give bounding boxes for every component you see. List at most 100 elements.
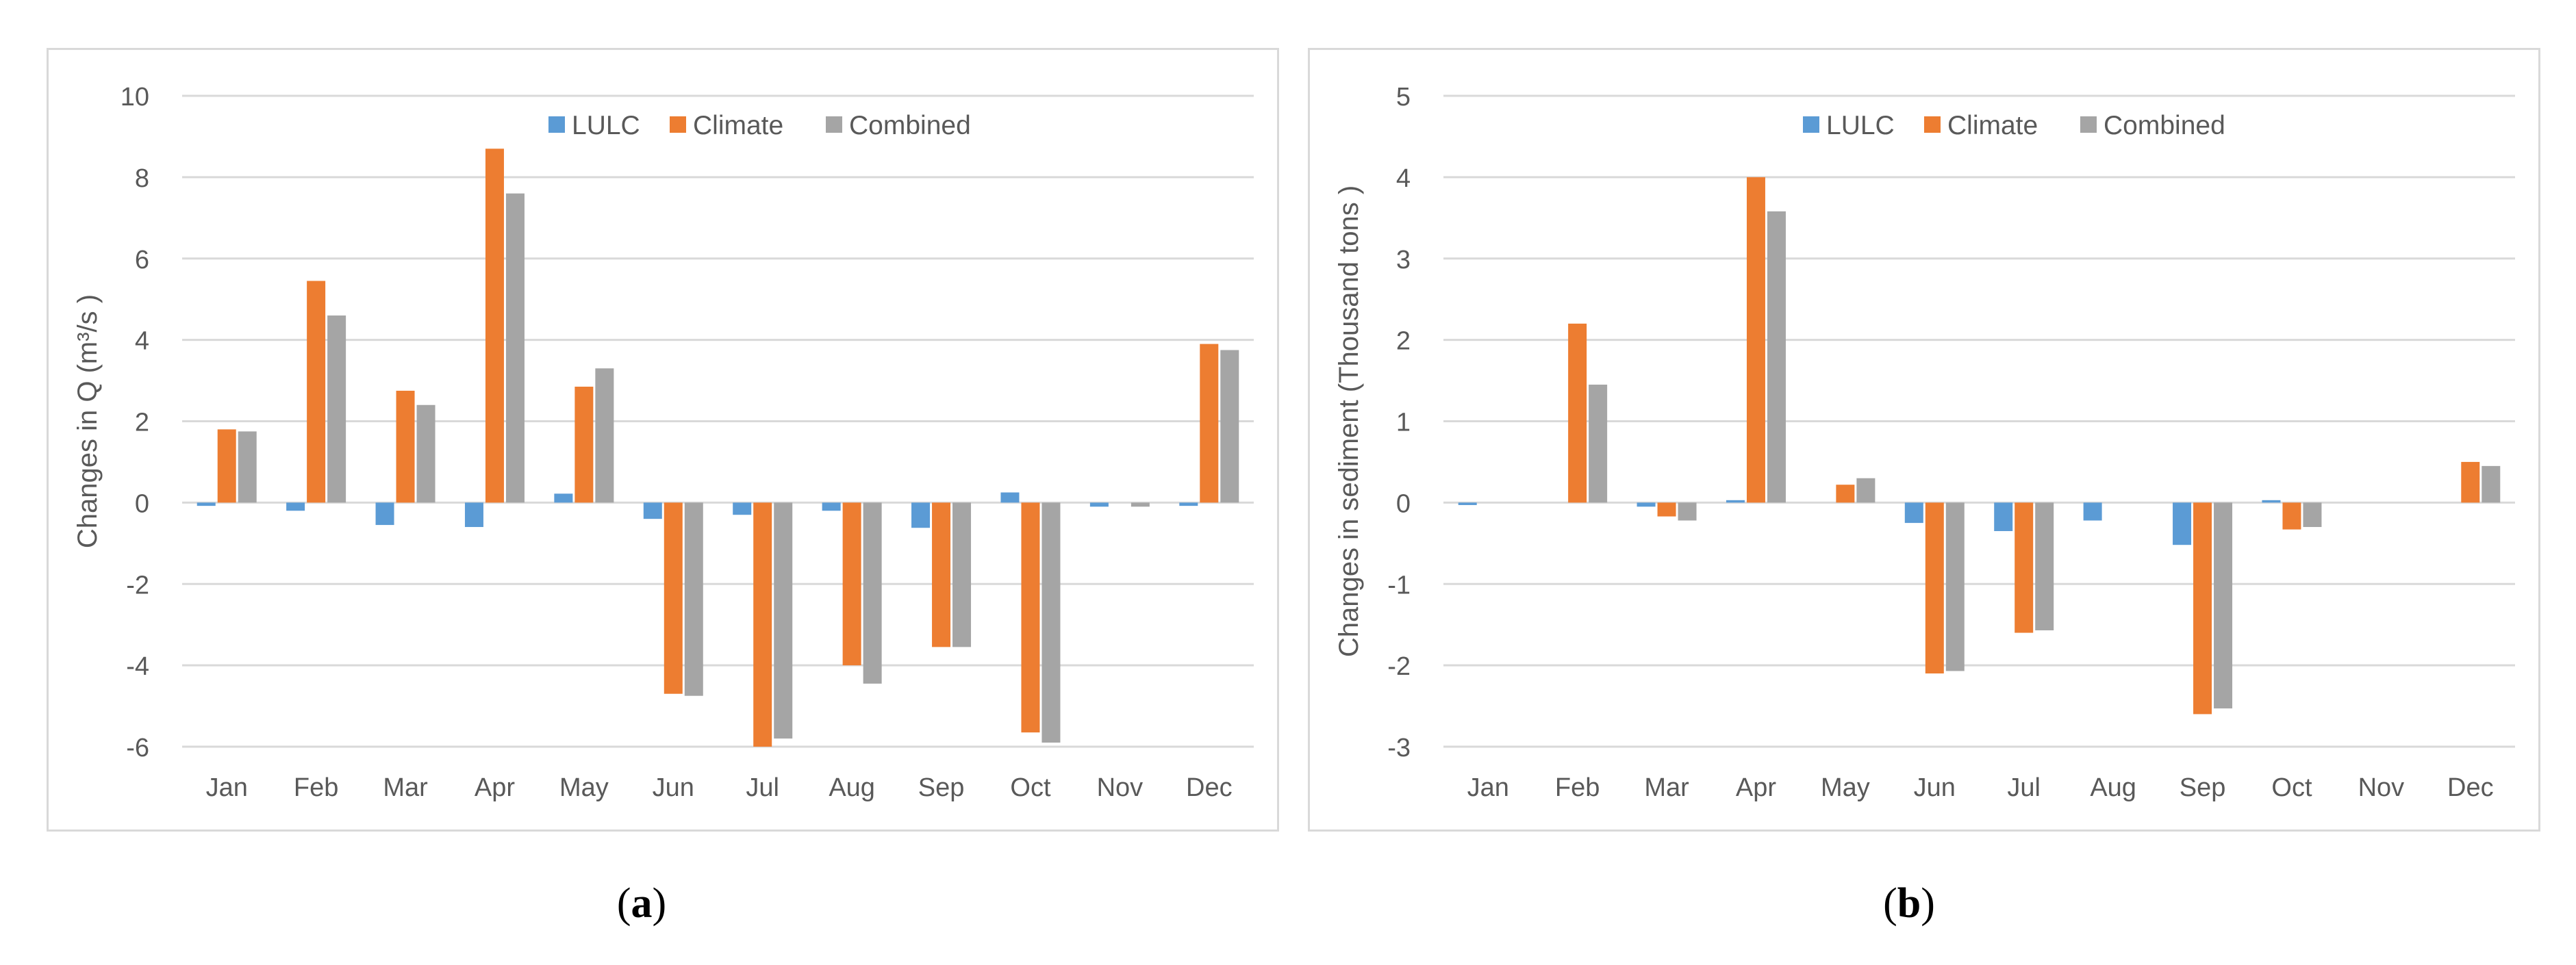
x-tick-label: Oct <box>1010 773 1051 802</box>
bar-lulc-jan <box>1458 502 1477 505</box>
x-tick-label: Apr <box>475 773 515 802</box>
bar-chart-a: -6 -4 -2 0 2 4 6 8 10 Changes in Q (m³/s ) Jan Feb M… <box>73 83 1254 802</box>
bar-climate-apr <box>485 149 504 503</box>
bar-combined-apr <box>1767 211 1786 503</box>
bar-climate-oct <box>1021 502 1040 733</box>
bar-combined-jul <box>774 502 793 739</box>
bar-lulc-jul <box>1994 502 2013 531</box>
y-tick-label: 4 <box>135 327 149 356</box>
x-tick-label: May <box>1821 773 1870 802</box>
bar-lulc-jan <box>197 502 216 506</box>
x-tick-label: Oct <box>2271 773 2312 802</box>
legend-label-climate: Climate <box>693 111 783 140</box>
y-tick-label: 0 <box>1396 489 1411 518</box>
x-tick-label: Jun <box>1914 773 1956 802</box>
bar-climate-jul <box>2015 502 2034 633</box>
bar-combined-oct <box>2303 502 2322 528</box>
bar-climate-may <box>1836 485 1855 503</box>
x-tick-label: Jul <box>746 773 779 802</box>
x-tick-label: Mar <box>383 773 428 802</box>
bar-combined-jan <box>238 431 257 503</box>
bar-combined-oct <box>1041 502 1061 743</box>
bar-lulc-oct <box>2262 500 2281 503</box>
bar-combined-dec <box>1220 350 1239 503</box>
bar-lulc-jun <box>643 502 662 519</box>
bar-lulc-apr <box>1726 500 1745 503</box>
legend-swatch-climate <box>1924 116 1941 133</box>
bar-combined-mar <box>416 404 435 503</box>
x-tick-label: Jan <box>206 773 248 802</box>
y-tick-label: 10 <box>121 83 149 112</box>
bar-lulc-aug <box>822 502 841 511</box>
x-tick-label: Dec <box>2447 773 2494 802</box>
y-tick-label: 1 <box>1396 409 1411 437</box>
bar-combined-mar <box>1678 502 1697 521</box>
y-tick-label: 4 <box>1396 164 1411 193</box>
bar-combined-aug <box>863 502 882 684</box>
x-tick-label: Feb <box>294 773 338 802</box>
legend-swatch-combined <box>826 116 842 133</box>
y-tick-label: 2 <box>1396 327 1411 356</box>
x-tick-label: Feb <box>1555 773 1600 802</box>
bar-lulc-feb <box>286 502 305 511</box>
x-tick-label: Aug <box>829 773 875 802</box>
legend-label-lulc: LULC <box>1826 111 1895 140</box>
y-tick-label: -4 <box>126 652 149 681</box>
bar-climate-mar <box>396 390 415 503</box>
bar-climate-may <box>574 386 594 503</box>
figure-caption-b: (b) <box>1883 880 1935 927</box>
y-tick-label: 2 <box>135 409 149 437</box>
bar-climate-dec <box>1200 344 1219 503</box>
figure-caption-a: (a) <box>616 880 667 927</box>
bar-climate-jun <box>664 502 683 694</box>
y-tick-label: -1 <box>1387 571 1411 600</box>
bar-lulc-mar <box>375 502 394 526</box>
bar-climate-apr <box>1746 177 1765 503</box>
bar-climate-jan <box>217 429 236 503</box>
bar-lulc-may <box>554 493 573 503</box>
bar-combined-sep <box>2214 502 2233 709</box>
legend-label-lulc: LULC <box>572 111 640 140</box>
bar-lulc-jul <box>733 502 752 515</box>
bar-combined-feb <box>1589 385 1608 503</box>
x-tick-label: Sep <box>2180 773 2226 802</box>
bar-lulc-nov <box>1089 502 1109 507</box>
bar-climate-mar <box>1657 502 1676 517</box>
bar-combined-sep <box>952 502 972 647</box>
bar-lulc-apr <box>464 502 483 528</box>
bar-climate-sep <box>2193 502 2212 715</box>
y-tick-label: -2 <box>126 571 149 600</box>
x-tick-label: Aug <box>2090 773 2136 802</box>
y-axis-label: Changes in sediment (Thousand tons ) <box>1334 185 1364 657</box>
x-tick-label: Jun <box>653 773 694 802</box>
y-tick-label: -6 <box>126 734 149 762</box>
bar-lulc-jun <box>1904 502 1923 524</box>
legend-label-climate: Climate <box>1947 111 2038 140</box>
x-tick-label: Jan <box>1467 773 1509 802</box>
bar-combined-apr <box>505 193 525 503</box>
x-tick-label: Apr <box>1736 773 1776 802</box>
bar-combined-dec <box>2482 465 2501 503</box>
bar-climate-feb <box>307 281 326 503</box>
x-tick-label: Mar <box>1644 773 1689 802</box>
chart-panel-b: -3 -2 -1 0 1 2 3 4 5 Changes in sediment (Thousan… <box>1308 48 2540 832</box>
y-tick-label: 6 <box>135 246 149 274</box>
bar-lulc-aug <box>2083 502 2102 521</box>
x-tick-label: Nov <box>2358 773 2405 802</box>
y-tick-label: 3 <box>1396 246 1411 274</box>
y-tick-label: 8 <box>135 164 149 193</box>
bar-combined-jun <box>684 502 703 696</box>
legend-label-combined: Combined <box>2104 111 2225 140</box>
bar-combined-feb <box>327 315 346 503</box>
bar-combined-may <box>1856 478 1876 503</box>
legend-label-combined: Combined <box>849 111 971 140</box>
y-tick-label: 5 <box>1396 83 1411 112</box>
bar-climate-jul <box>753 502 772 747</box>
bar-climate-aug <box>842 502 861 666</box>
bar-chart-b: -3 -2 -1 0 1 2 3 4 5 Changes in sediment (Thousan… <box>1334 83 2515 802</box>
x-tick-label: Sep <box>918 773 965 802</box>
legend-swatch-combined <box>2080 116 2097 133</box>
chart-panel-a: -6 -4 -2 0 2 4 6 8 10 Changes in Q (m³/s ) Jan Feb M… <box>47 48 1279 832</box>
bar-combined-jun <box>1945 502 1965 671</box>
bar-climate-sep <box>932 502 951 647</box>
